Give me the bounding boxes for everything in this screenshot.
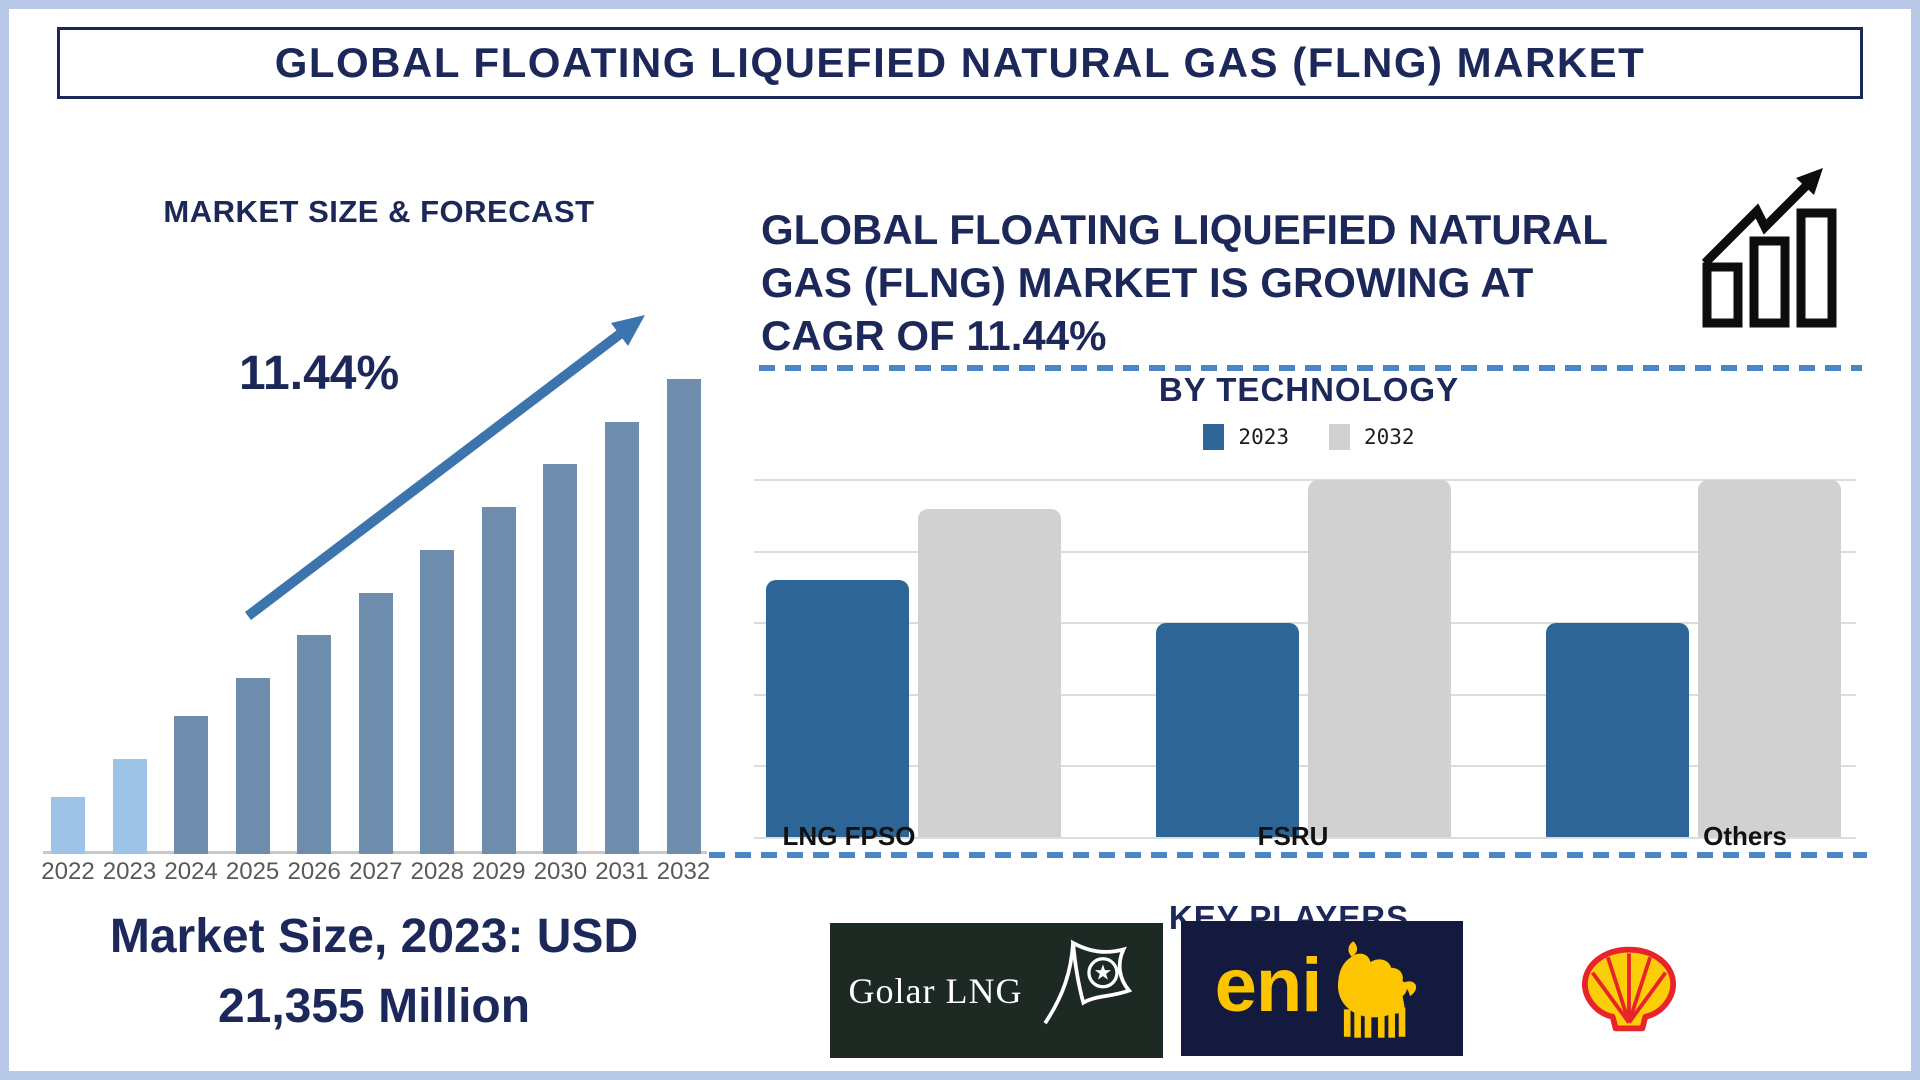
gridline [754, 479, 1856, 481]
forecast-bar-2030 [543, 464, 578, 854]
headline-line2: GAS (FLNG) MARKET IS GROWING AT [761, 259, 1534, 306]
gridline [754, 765, 1856, 767]
gridline [754, 551, 1856, 553]
forecast-year-label-2024: 2024 [164, 858, 218, 885]
forecast-year-label-2032: 2032 [656, 858, 711, 885]
tech-bar-lng-fpso-2032 [918, 509, 1061, 837]
forecast-bar-2025 [235, 678, 270, 854]
tech-bar-lng-fpso-2023 [766, 580, 909, 837]
market-forecast-title: MARKET SIZE & FORECAST [163, 194, 595, 229]
forecast-bar-2032 [666, 379, 701, 854]
cagr-value: 11.44% [239, 347, 400, 400]
legend-swatch-2032 [1329, 424, 1350, 450]
forecast-year-label-2026: 2026 [287, 858, 341, 885]
golar-flag-icon [1043, 939, 1133, 1024]
tech-bar-fsru-2023 [1156, 623, 1299, 837]
dashed-divider-top [759, 365, 1862, 371]
shell-pecten-logo [1581, 946, 1677, 1032]
gridline [754, 622, 1856, 624]
title-banner: GLOBAL FLOATING LIQUEFIED NATURAL GAS (F… [57, 27, 1863, 99]
forecast-year-label-2029: 2029 [472, 858, 526, 885]
forecast-bar-2027 [358, 593, 393, 854]
headline-line1: GLOBAL FLOATING LIQUEFIED NATURAL [761, 206, 1608, 253]
forecast-bar-2031 [604, 422, 639, 854]
legend-item-2032: 2032 [1329, 424, 1415, 450]
legend-item-2023: 2023 [1203, 424, 1289, 450]
legend-label-2032: 2032 [1364, 425, 1415, 449]
forecast-year-label-2022: 2022 [41, 858, 95, 885]
forecast-year-label-2031: 2031 [595, 858, 649, 885]
eni-logo: eni [1181, 921, 1463, 1056]
gridline [754, 694, 1856, 696]
tech-bar-others-2023 [1546, 623, 1689, 837]
forecast-bar-2029 [481, 507, 516, 854]
growth-headline: GLOBAL FLOATING LIQUEFIED NATURAL GAS (F… [761, 203, 1701, 362]
headline-line3: CAGR OF 11.44% [761, 312, 1107, 359]
golar-lng-logo-text: Golar LNG [848, 970, 1023, 1011]
forecast-year-label-2028: 2028 [410, 858, 464, 885]
chart-legend: 2023 2032 [749, 424, 1869, 450]
forecast-bar-2024 [174, 716, 209, 854]
legend-label-2023: 2023 [1238, 425, 1289, 449]
forecast-year-label-2030: 2030 [533, 858, 588, 885]
forecast-bar-2028 [420, 550, 455, 854]
by-technology-title: BY TECHNOLOGY [1158, 371, 1460, 408]
tech-bar-others-2032 [1698, 480, 1841, 837]
forecast-bar-2026 [297, 635, 332, 854]
forecast-bar-2023 [112, 759, 147, 854]
forecast-year-label-2025: 2025 [225, 858, 280, 885]
forecast-year-label-2023: 2023 [102, 858, 157, 885]
bar-chart-growth-icon [1701, 168, 1837, 328]
eni-logo-text: eni [1214, 942, 1323, 1028]
forecast-bar-2022 [51, 797, 85, 854]
golar-lng-logo: Golar LNG [830, 923, 1163, 1058]
tech-bar-fsru-2032 [1308, 480, 1451, 837]
dashed-divider-bottom [709, 852, 1867, 858]
market-size-note: Market Size, 2023: USD 21,355 Million [39, 902, 709, 1042]
tech-category-label-lng-fpso: LNG FPSO [782, 821, 916, 851]
forecast-year-label-2027: 2027 [349, 858, 403, 885]
gridline [754, 837, 1856, 839]
eni-dog-icon [1338, 940, 1417, 1038]
market-size-line2: 21,355 Million [217, 980, 531, 1033]
page-title: GLOBAL FLOATING LIQUEFIED NATURAL GAS (F… [274, 39, 1646, 86]
tech-category-label-fsru: FSRU [1257, 821, 1329, 851]
legend-swatch-2023 [1203, 424, 1225, 450]
tech-category-label-others: Others [1703, 821, 1787, 851]
market-size-line1: Market Size, 2023: USD [109, 910, 639, 963]
